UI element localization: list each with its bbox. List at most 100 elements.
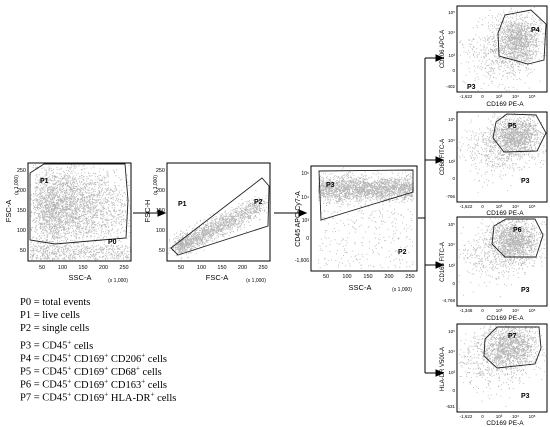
x-ticks-p2: 50 100 150 200 250	[323, 274, 415, 280]
gate-label-p3: P3	[521, 178, 530, 185]
plot-frame-p6	[456, 323, 548, 413]
legend-line: P2 = single cells	[20, 323, 90, 334]
scatter-dots-p6	[458, 325, 546, 409]
y-tick-label: 250	[17, 168, 26, 174]
x-ticks-p6: -1,622 0 10³ 10⁴ 10⁵	[460, 414, 536, 419]
gate-p1-on-p0	[29, 163, 129, 245]
plot-p1: P1 P2 FSC-H (x 1,000) 50 100 150 200 250 50 1…	[143, 162, 271, 284]
x-tick-label: 50	[39, 265, 45, 271]
x-axis-multiplier: (x 1,000)	[392, 287, 412, 293]
y-axis-title: CD206 APC-A	[440, 30, 446, 68]
gate-p4-on-p3	[497, 9, 547, 65]
y-ticks-p5: 10⁵ 10⁴ 10³ 0 -4,768	[442, 222, 455, 303]
y-tick-label: 50	[159, 248, 165, 254]
y-axis-title: CD163 FITC-A	[440, 242, 446, 282]
x-tick-label: 10⁴	[512, 94, 519, 99]
gate-p2-on-p1	[170, 177, 270, 256]
y-tick-label: 200	[156, 188, 165, 194]
plot-frame-p5	[456, 216, 548, 307]
y-ticks-p2: 10⁵ 10⁴ 10³ 0 -1,606	[295, 171, 310, 264]
x-ticks-p1: 50 100 150 200 250	[178, 265, 268, 271]
y-axis-title: HLA-DR V500-A	[440, 347, 446, 391]
x-tick-label: 50	[178, 265, 184, 271]
y-axis-multiplier: (x 1,000)	[14, 175, 20, 195]
y-tick-label: 0	[452, 68, 455, 73]
gate-label-p5: P5	[508, 123, 517, 130]
x-axis-title: CD169 PE-A	[486, 101, 524, 108]
y-tick-label: 10⁵	[448, 222, 455, 227]
y-tick-label: 10⁵	[448, 10, 455, 15]
x-tick-label: 200	[99, 265, 108, 271]
y-axis-title: CD45 APC-Cy7-A	[295, 191, 302, 247]
y-ticks-p6: 10⁵ 10⁴ 10³ 0 -531	[446, 329, 456, 409]
plot-frame-p3	[456, 5, 548, 93]
plot-p4: P5 P3 CD68 FITC-A 10⁵ 10⁴ 10³ 0 -766 -1,622 0…	[440, 111, 548, 217]
flow-arrows	[133, 54, 445, 377]
legend-line: P3 = CD45+ cells	[20, 338, 94, 352]
y-tick-label: 10⁴	[448, 30, 455, 35]
plot-frame-p2	[310, 165, 418, 272]
plot-p2: P3 P2 CD45 APC-Cy7-A 10⁵ 10⁴ 10³ 0 -1,606 50…	[295, 165, 418, 293]
plot-frame-p1	[166, 162, 271, 262]
x-tick-label: 10⁴	[512, 414, 519, 419]
y-tick-label: 10⁴	[448, 242, 455, 247]
y-tick-label: 10⁴	[448, 349, 455, 354]
scatter-dots-p4	[458, 113, 547, 193]
x-tick-label: 10³	[496, 204, 503, 209]
plot-p6: P7 P3 HLA-DR V500-A 10⁵ 10⁴ 10³ 0 -531 -1,62…	[440, 323, 548, 427]
x-tick-label: 100	[197, 265, 206, 271]
y-axis-title: FSC-A	[4, 200, 13, 223]
x-tick-label: 100	[342, 274, 351, 280]
y-tick-label: 150	[17, 208, 26, 214]
gate-label-p3: P3	[467, 84, 476, 91]
x-tick-label: 10⁴	[512, 204, 519, 209]
x-tick-label: 10⁵	[529, 414, 536, 419]
gate-label-p7: P7	[508, 333, 517, 340]
y-tick-label: 10⁵	[301, 171, 309, 177]
x-tick-label: 200	[238, 265, 247, 271]
x-tick-label: 10⁴	[512, 308, 519, 313]
y-tick-label: -531	[446, 404, 456, 409]
gate-label-p1: P1	[40, 178, 49, 185]
gate-label-p0: P0	[108, 239, 117, 246]
x-tick-label: -1,348	[460, 308, 473, 313]
gate-label-p2: P2	[254, 199, 263, 206]
gate-p3-on-p2	[318, 169, 414, 221]
x-tick-label: 150	[78, 265, 87, 271]
y-tick-label: 100	[17, 228, 26, 234]
x-tick-label: 150	[217, 265, 226, 271]
gate-p5-on-p4	[492, 113, 547, 153]
x-tick-label: 250	[405, 274, 414, 280]
y-tick-label: 10³	[448, 159, 455, 164]
gate-label-p1: P1	[178, 201, 187, 208]
legend-line: P0 = total events	[20, 297, 91, 308]
gate-label-p2: P2	[398, 249, 407, 256]
x-ticks-p5: -1,348 0 10³ 10⁴ 10⁵	[460, 308, 536, 313]
x-tick-label: 50	[323, 274, 329, 280]
x-tick-label: 0	[481, 94, 484, 99]
y-axis-multiplier: (x 1,000)	[153, 175, 159, 195]
x-tick-label: 10⁵	[529, 308, 536, 313]
y-ticks-p3: 10⁵ 10⁴ 10³ 0 -402	[446, 10, 456, 89]
x-axis-title: CD169 PE-A	[486, 420, 524, 427]
x-tick-label: 10³	[496, 308, 503, 313]
y-tick-label: 10³	[302, 218, 310, 224]
x-tick-label: 10³	[496, 414, 503, 419]
x-ticks-p3: -1,622 0 10³ 10⁴ 10⁵	[460, 94, 536, 99]
legend-line: P7 = CD45+ CD169+ HLA-DR+ cells	[20, 390, 177, 404]
gate-label-p4: P4	[531, 27, 540, 34]
gate-label-p3: P3	[521, 393, 530, 400]
y-tick-label: 10⁴	[448, 138, 455, 143]
scatter-dots-p1	[168, 190, 269, 260]
x-tick-label: 10⁵	[529, 94, 536, 99]
y-tick-label: 10⁵	[448, 329, 455, 334]
y-tick-label: 100	[156, 228, 165, 234]
x-axis-multiplier: (x 1,000)	[246, 278, 266, 284]
x-axis-title: CD169 PE-A	[486, 210, 524, 217]
x-tick-label: 10⁵	[529, 204, 536, 209]
x-axis-title: SSC-A	[349, 283, 372, 292]
x-ticks-p4: -1,622 0 10³ 10⁴ 10⁵	[460, 204, 536, 209]
gate-label-p6: P6	[513, 227, 522, 234]
x-axis-title: CD169 PE-A	[486, 315, 524, 322]
x-tick-label: -1,622	[460, 204, 473, 209]
